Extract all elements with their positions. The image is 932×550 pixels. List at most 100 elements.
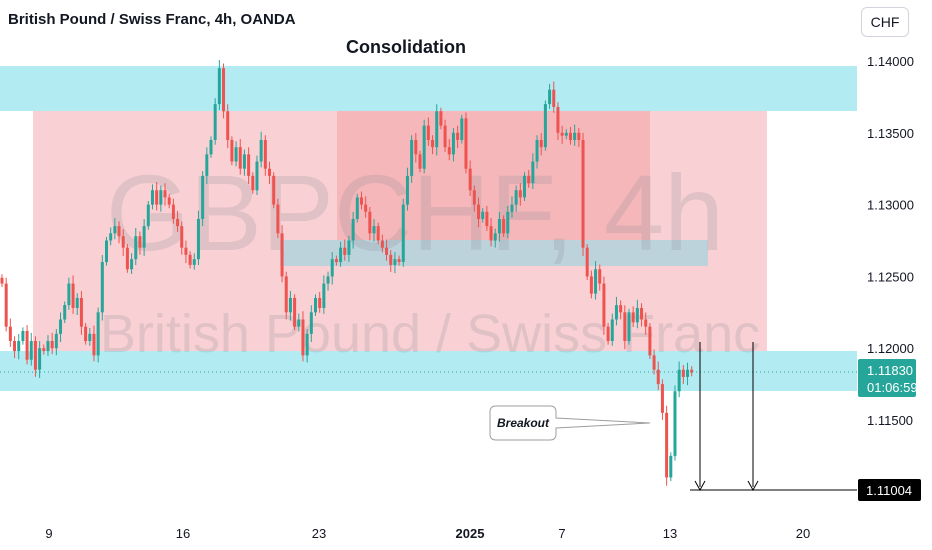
candle-body (686, 369, 690, 377)
candle-body (268, 168, 272, 176)
candle-body (288, 297, 292, 313)
candle-body (171, 204, 175, 219)
price-tick-label: 1.12000 (867, 341, 914, 356)
candle-body (8, 326, 12, 342)
candle-body (502, 218, 506, 234)
price-tick-label: 1.11500 (867, 413, 913, 428)
candle-body (523, 175, 526, 198)
candle-body (276, 204, 280, 234)
symbol-title: British Pound / Swiss Franc, 4h, OANDA (8, 11, 296, 28)
candle-body (418, 154, 422, 169)
candle-body (426, 125, 430, 140)
candle-body (364, 204, 368, 212)
candle-body (38, 348, 42, 370)
candle-body (568, 132, 572, 140)
candle-body (464, 118, 468, 169)
candle-body (134, 236, 138, 260)
candle-body (309, 312, 313, 334)
candle-body (673, 391, 677, 456)
candle-body (343, 247, 347, 255)
candle-body (138, 236, 142, 248)
candle-body (46, 341, 50, 352)
candle-body (188, 254, 192, 265)
candle-body (117, 226, 121, 237)
candle-body (318, 297, 322, 308)
target-projection (690, 342, 857, 492)
range-zone-highlight (337, 110, 650, 245)
price-axis[interactable]: 1.14000 1.13500 1.13000 1.12500 1.12000 1.115… (867, 54, 914, 428)
candle-body (648, 326, 652, 356)
candle-body (623, 312, 627, 342)
candle-body (100, 262, 104, 313)
candle-body (456, 132, 460, 140)
candle-body (481, 211, 485, 219)
candle-body (222, 68, 226, 112)
candle-body (105, 240, 108, 263)
candle-body (577, 132, 581, 140)
candle-body (0, 277, 4, 284)
candle-body (293, 297, 297, 327)
candle-body (439, 111, 443, 126)
candle-body (518, 190, 522, 198)
candle-body (681, 369, 685, 377)
current-price-badge: 1.11830 01:06:59 (858, 359, 918, 397)
candle-body (50, 341, 54, 349)
candle-body (63, 305, 67, 320)
candle-body (543, 104, 547, 148)
candle-body (614, 305, 618, 320)
candle-body (535, 139, 539, 162)
candle-body (556, 106, 560, 133)
candle-body (142, 226, 146, 248)
candle-body (347, 240, 351, 255)
price-tick-label: 1.13000 (867, 198, 914, 213)
breakout-callout: Breakout (489, 405, 651, 441)
candle-body (489, 226, 493, 241)
range-zone (33, 110, 767, 355)
candle-body (121, 236, 125, 248)
candle-body (410, 139, 414, 176)
time-axis[interactable]: 9 16 23 2025 7 13 20 (45, 526, 810, 541)
candle-body (247, 154, 251, 176)
candle-body (84, 326, 88, 342)
candle-body (431, 139, 435, 148)
price-tick-label: 1.14000 (867, 54, 914, 69)
candle-body (92, 333, 96, 356)
price-tick-label: 1.13500 (867, 126, 914, 141)
candle-body (75, 297, 79, 308)
candle-body (376, 226, 380, 241)
currency-button[interactable]: CHF (861, 7, 909, 37)
candle-body (301, 319, 305, 356)
candle-body (451, 132, 455, 155)
candle-body (205, 154, 209, 176)
candle-body (677, 369, 681, 392)
candle-body (389, 254, 393, 265)
candle-body (96, 312, 100, 356)
candle-body (355, 197, 359, 219)
candle-body (109, 233, 113, 241)
candle-body (334, 259, 338, 263)
candle-body (213, 104, 217, 140)
candle-body (314, 297, 317, 313)
candle-body (59, 319, 63, 334)
candle-body (660, 384, 664, 413)
candle-body (155, 190, 159, 205)
candle-body (54, 333, 58, 349)
candle-body (263, 139, 267, 169)
candle-body (368, 211, 372, 234)
candle-body (656, 369, 660, 385)
candle-body (631, 312, 635, 323)
candle-body (627, 312, 631, 342)
candle-body (635, 307, 639, 323)
candle-body (322, 283, 326, 308)
candle-body (372, 226, 376, 234)
candle-body (29, 341, 33, 360)
candle-body (468, 168, 472, 191)
candle-body (531, 161, 535, 184)
time-tick-label: 23 (312, 526, 326, 541)
candle-body (230, 139, 234, 162)
target-price-value: 1.11004 (866, 483, 912, 498)
candle-body (209, 139, 213, 155)
candle-body (305, 333, 309, 356)
candle-body (665, 412, 669, 478)
